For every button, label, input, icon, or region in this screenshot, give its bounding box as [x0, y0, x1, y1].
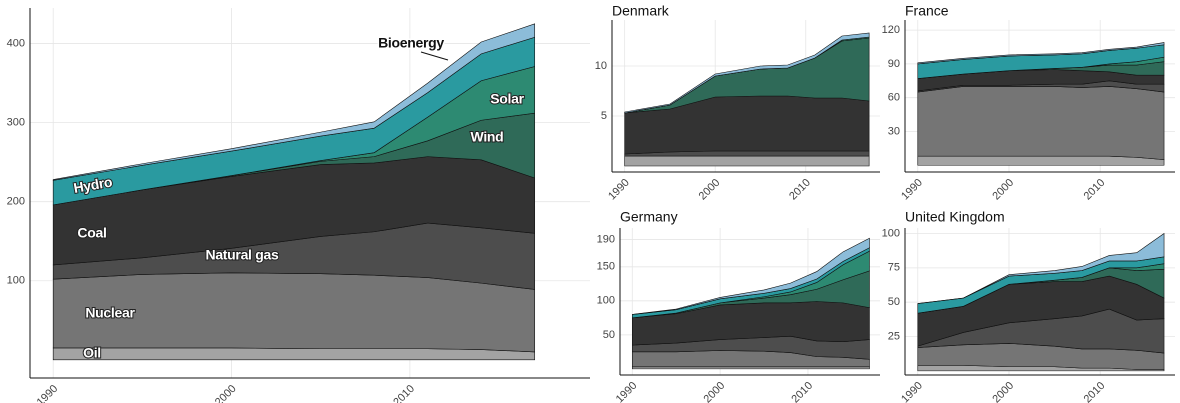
areas [631, 237, 870, 370]
y-tick-label: 100 [7, 275, 25, 287]
area [917, 42, 1165, 65]
y-tick-label: 75 [888, 262, 900, 274]
areas [917, 232, 1165, 372]
area [624, 95, 870, 155]
x-tick-label: 1990 [35, 383, 61, 403]
x-tick-label: 2010 [1082, 380, 1108, 403]
y-tick-label: 50 [888, 296, 900, 308]
y-tick-label: 25 [888, 330, 900, 342]
label-leader [420, 51, 449, 61]
series-label: Wind [471, 129, 504, 145]
series-label: Bioenergy [378, 35, 444, 51]
areas [917, 42, 1165, 166]
y-tick-label: 300 [7, 117, 25, 129]
x-tick-label: 1990 [899, 177, 925, 203]
area [631, 366, 870, 370]
x-tick-label: 2010 [391, 383, 417, 403]
y-tick-label: 120 [882, 24, 900, 36]
x-tick-label: 1990 [606, 177, 632, 203]
chart-title: Denmark [612, 3, 670, 19]
area [624, 32, 870, 114]
areas [624, 32, 870, 167]
series-label: Coal [77, 225, 106, 241]
y-tick-label: 400 [7, 37, 25, 49]
area [624, 155, 870, 167]
y-tick-label: 30 [888, 125, 900, 137]
areas [52, 23, 536, 361]
x-tick-label: 1990 [614, 380, 640, 403]
x-tick-label: 2010 [789, 380, 815, 403]
series-label: Solar [490, 91, 524, 107]
series-label: Oil [83, 345, 101, 361]
y-tick-label: 90 [888, 58, 900, 70]
x-tick-label: 2000 [990, 177, 1016, 203]
chart-title: Germany [620, 209, 678, 225]
y-tick-label: 200 [7, 196, 25, 208]
chart-title: United Kingdom [905, 209, 1005, 225]
series-label: Hydro [72, 173, 113, 196]
y-tick-label: 190 [597, 233, 615, 245]
y-tick-label: 10 [595, 60, 607, 72]
area [917, 86, 1165, 160]
x-tick-label: 1990 [899, 380, 925, 403]
y-tick-label: 50 [603, 329, 615, 341]
y-tick-label: 100 [597, 295, 615, 307]
chart-title: France [905, 3, 949, 19]
y-tick-label: 150 [597, 261, 615, 273]
y-tick-label: 60 [888, 92, 900, 104]
series-label: Nuclear [85, 305, 135, 321]
y-tick-label: 5 [601, 110, 607, 122]
area [917, 232, 1165, 304]
series-label: Natural gas [206, 247, 279, 263]
x-tick-label: 2010 [1082, 177, 1108, 203]
x-tick-label: 2010 [787, 177, 813, 203]
area [52, 347, 536, 361]
x-tick-label: 2000 [213, 383, 239, 403]
area [52, 23, 536, 181]
area [917, 155, 1165, 166]
area [632, 237, 870, 315]
x-tick-label: 2000 [697, 177, 723, 203]
y-tick-label: 100 [882, 227, 900, 239]
x-tick-label: 2000 [702, 380, 728, 403]
x-tick-label: 2000 [990, 380, 1016, 403]
